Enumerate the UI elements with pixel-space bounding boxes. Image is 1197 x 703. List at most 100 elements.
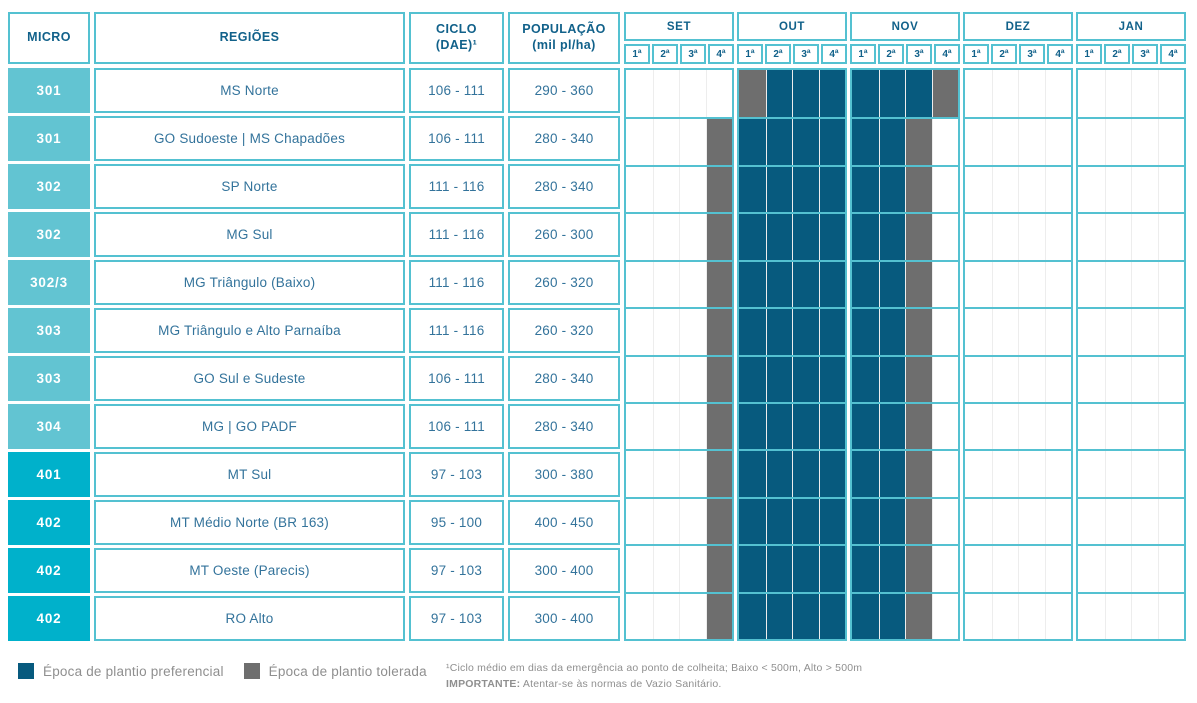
- timeline-row: [852, 259, 958, 308]
- timeline-cell: [991, 166, 1019, 213]
- timeline-cell: [765, 119, 792, 165]
- timeline-cell: [1018, 261, 1045, 308]
- timeline-row: [739, 591, 845, 639]
- timeline-row: [626, 259, 732, 308]
- header-ciclo: CICLO (DAE)¹: [409, 12, 504, 64]
- timeline-cell: [1078, 451, 1105, 496]
- timeline-cell: [652, 403, 680, 450]
- timeline-cell: [765, 403, 792, 450]
- timeline-cell: [705, 166, 732, 213]
- timeline-row: [626, 212, 732, 260]
- timeline-cell: [1078, 357, 1105, 402]
- timeline-cell: [991, 214, 1019, 260]
- timeline-cell: [679, 214, 706, 260]
- timeline-cell: [1104, 214, 1132, 260]
- micro-cell: 303: [8, 308, 90, 353]
- timeline-cell: [931, 70, 958, 118]
- header-populacao-line2: (mil pl/ha): [532, 38, 596, 52]
- timeline-cell: [905, 261, 932, 308]
- footnote-important: IMPORTANTE: Atentar-se às normas de Vazi…: [446, 676, 862, 692]
- ciclo-cell: 106 - 111: [409, 116, 504, 161]
- header-populacao-line1: POPULAÇÃO: [522, 22, 606, 37]
- timeline-cell: [852, 70, 879, 118]
- timeline-cell: [1157, 546, 1185, 592]
- timeline-cell: [1131, 261, 1158, 308]
- timeline-cell: [765, 70, 792, 118]
- timeline-cell: [1157, 119, 1185, 165]
- column-regioes: REGIÕES MS Norte GO Sudoeste | MS Chapadõ…: [94, 12, 405, 641]
- timeline-row: [626, 307, 732, 355]
- week-label-row: 1ª 2ª 3ª 4ª: [737, 44, 847, 64]
- timeline-cell: [792, 119, 819, 165]
- timeline-cell: [739, 166, 766, 213]
- micro-cell: 402: [8, 596, 90, 641]
- populacao-cell: 260 - 320: [508, 308, 620, 353]
- timeline-cell: [905, 356, 932, 402]
- timeline-cell: [1131, 546, 1158, 592]
- timeline-cell: [852, 593, 879, 639]
- timeline-cell: [965, 119, 992, 164]
- timeline-cell: [931, 309, 959, 355]
- week-label-row: 1ª 2ª 3ª 4ª: [624, 44, 734, 64]
- timeline-cell: [679, 593, 706, 639]
- timeline-cell: [878, 309, 905, 355]
- timeline-cell: [679, 166, 706, 213]
- timeline-cell: [1131, 593, 1158, 639]
- week-label: 1ª: [963, 44, 989, 64]
- timeline-cell: [852, 166, 879, 213]
- timeline-cell: [991, 119, 1019, 165]
- timeline-cell: [679, 403, 706, 450]
- timeline-row: [852, 449, 958, 497]
- timeline-row: [852, 354, 958, 402]
- timeline-cell: [1018, 70, 1045, 118]
- timeline-cell: [905, 498, 932, 545]
- timeline-cell: [1018, 119, 1045, 165]
- legend-item-tolerated: Época de plantio tolerada: [243, 663, 427, 679]
- timeline-cell: [1078, 119, 1105, 164]
- timeline-row: [852, 401, 958, 450]
- timeline-cell: [739, 593, 766, 639]
- populacao-cell: 280 - 340: [508, 116, 620, 161]
- column-ciclo: CICLO (DAE)¹ 106 - 111 106 - 111 111 - 116…: [409, 12, 504, 641]
- week-label: 1ª: [1076, 44, 1102, 64]
- ciclo-cell: 97 - 103: [409, 596, 504, 641]
- timeline-row: [965, 259, 1071, 308]
- timeline-row: [852, 212, 958, 260]
- timeline-cell: [1104, 451, 1132, 497]
- timeline-row: [965, 496, 1071, 545]
- timeline-cell: [705, 261, 732, 308]
- timeline-cell: [905, 593, 932, 639]
- timeline-row: [1078, 591, 1184, 639]
- timeline-cell: [1018, 356, 1045, 402]
- timeline-cell: [965, 499, 992, 544]
- month-column-jan: JAN 1ª 2ª 3ª 4ª: [1076, 12, 1186, 641]
- timeline-row: [626, 591, 732, 639]
- footnote-important-label: IMPORTANTE:: [446, 678, 521, 691]
- timeline-cell: [1104, 261, 1132, 308]
- timeline-cell: [739, 451, 766, 497]
- region-cell: MT Médio Norte (BR 163): [94, 500, 405, 545]
- calendar-table: MICRO 301 301 302 302 302/3 303 303 304 401 402 40…: [8, 12, 1186, 641]
- timeline-cell: [792, 261, 819, 308]
- timeline-row: [739, 70, 845, 118]
- footnote-important-text: Atentar-se às normas de Vazio Sanitário.: [520, 678, 722, 691]
- populacao-cell: 290 - 360: [508, 68, 620, 113]
- timeline-cell: [652, 309, 680, 355]
- timeline-cell: [626, 70, 653, 117]
- timeline-cell: [679, 451, 706, 497]
- timeline-cell: [1044, 214, 1072, 260]
- week-label-row: 1ª 2ª 3ª 4ª: [963, 44, 1073, 64]
- timeline-row: [626, 354, 732, 402]
- timeline-cell: [739, 119, 766, 165]
- timeline-row: [965, 70, 1072, 118]
- timeline-cell: [991, 498, 1019, 545]
- timeline-row: [852, 307, 959, 355]
- timeline-cell: [1044, 70, 1072, 118]
- region-cell: RO Alto: [94, 596, 405, 641]
- tolerated-swatch-icon: [243, 663, 260, 679]
- week-label: 2ª: [652, 44, 678, 64]
- timeline-cell: [852, 214, 879, 260]
- timeline-cell: [1157, 403, 1185, 450]
- ciclo-cell: 106 - 111: [409, 404, 504, 449]
- timeline-cell: [818, 356, 845, 402]
